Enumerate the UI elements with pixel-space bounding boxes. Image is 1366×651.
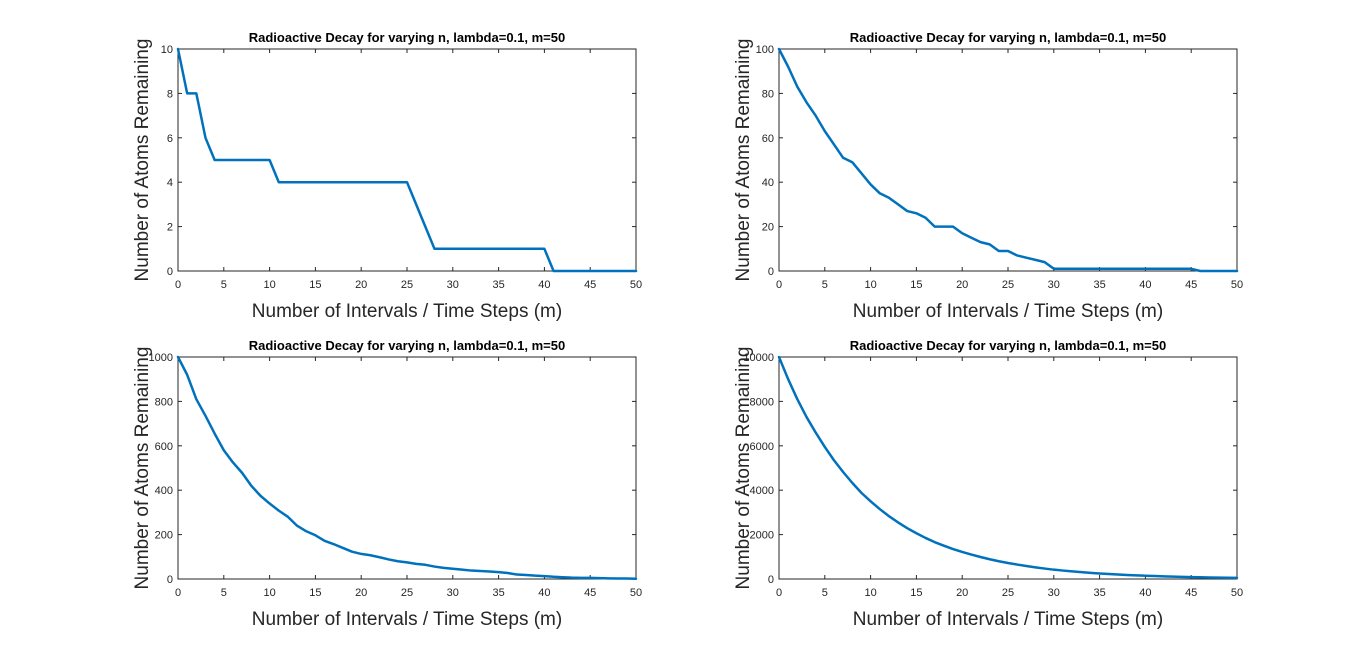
x-tick-label: 25 — [1002, 587, 1014, 599]
x-tick-label: 20 — [355, 587, 367, 599]
x-tick-label: 45 — [1185, 587, 1197, 599]
y-tick-label: 400 — [155, 485, 173, 497]
x-tick-label: 0 — [776, 279, 782, 291]
chart-title: Radioactive Decay for varying n, lambda=… — [850, 338, 1166, 353]
x-tick-label: 50 — [1231, 279, 1243, 291]
x-tick-label: 15 — [309, 279, 321, 291]
y-tick-label: 1000 — [149, 352, 173, 364]
x-tick-label: 5 — [822, 279, 828, 291]
y-axis-label: Number of Atoms Remaining — [132, 347, 153, 590]
x-tick-label: 40 — [1139, 587, 1151, 599]
x-tick-label: 40 — [1139, 279, 1151, 291]
subplot-4: 0 5 10 15 20 25 30 35 40 45 50 0 2000 4000 6000 8000 100… — [733, 338, 1243, 630]
y-tick-label: 0 — [167, 574, 173, 586]
y-tick-label: 2 — [167, 222, 173, 234]
y-tick-label: 8 — [167, 88, 173, 100]
axes-box — [778, 48, 1238, 272]
subplot-3: 0 5 10 15 20 25 30 35 40 45 50 0 200 400 600 800 1000 Rad… — [132, 338, 642, 630]
y-tick-label: 100 — [756, 44, 774, 56]
chart-title: Radioactive Decay for varying n, lambda=… — [850, 30, 1166, 45]
x-tick-label: 20 — [956, 587, 968, 599]
x-tick-label: 25 — [1002, 279, 1014, 291]
subplot-2: 0 5 10 15 20 25 30 35 40 45 50 0 20 40 60 80 100 Radioact… — [733, 30, 1243, 322]
y-tick-label: 0 — [768, 266, 774, 278]
x-tick-label: 50 — [630, 279, 642, 291]
y-tick-label: 20 — [762, 222, 774, 234]
x-tick-label: 5 — [822, 587, 828, 599]
x-tick-label: 20 — [956, 279, 968, 291]
x-tick-label: 35 — [492, 587, 504, 599]
x-tick-label: 0 — [776, 587, 782, 599]
x-tick-label: 45 — [584, 587, 596, 599]
x-tick-label: 15 — [910, 279, 922, 291]
axes-box — [778, 356, 1238, 580]
x-tick-label: 10 — [864, 587, 876, 599]
series-line-1 — [777, 355, 1239, 580]
y-tick-label: 10 — [161, 44, 173, 56]
x-tick-label: 25 — [401, 587, 413, 599]
x-axis-label: Number of Intervals / Time Steps (m) — [853, 609, 1163, 630]
y-axis-label: Number of Atoms Remaining — [733, 347, 754, 590]
y-tick-label: 4 — [167, 177, 173, 189]
series-line-1 — [777, 47, 1239, 273]
x-tick-label: 10 — [263, 279, 275, 291]
x-axis-label: Number of Intervals / Time Steps (m) — [853, 301, 1163, 322]
x-tick-label: 30 — [1048, 279, 1060, 291]
y-axis-label: Number of Atoms Remaining — [733, 39, 754, 282]
y-tick-label: 200 — [155, 530, 173, 542]
x-tick-label: 30 — [447, 279, 459, 291]
x-tick-label: 45 — [1185, 279, 1197, 291]
x-tick-label: 15 — [910, 587, 922, 599]
y-tick-label: 60 — [762, 133, 774, 145]
x-tick-label: 40 — [538, 587, 550, 599]
y-tick-label: 0 — [768, 574, 774, 586]
y-tick-label: 6000 — [750, 441, 774, 453]
x-tick-label: 30 — [1048, 587, 1060, 599]
y-tick-label: 800 — [155, 396, 173, 408]
x-tick-label: 50 — [1231, 587, 1243, 599]
chart-title: Radioactive Decay for varying n, lambda=… — [249, 30, 565, 45]
x-tick-label: 0 — [175, 279, 181, 291]
x-tick-label: 40 — [538, 279, 550, 291]
axes-box — [177, 356, 637, 580]
y-tick-label: 8000 — [750, 396, 774, 408]
y-tick-label: 6 — [167, 133, 173, 145]
x-tick-label: 20 — [355, 279, 367, 291]
y-tick-label: 10000 — [743, 352, 774, 364]
series-line-1 — [176, 355, 638, 581]
x-tick-label: 35 — [1093, 587, 1105, 599]
x-tick-label: 50 — [630, 587, 642, 599]
x-axis-label: Number of Intervals / Time Steps (m) — [252, 609, 562, 630]
chart-title: Radioactive Decay for varying n, lambda=… — [249, 338, 565, 353]
y-tick-label: 0 — [167, 266, 173, 278]
x-tick-label: 30 — [447, 587, 459, 599]
y-tick-label: 40 — [762, 177, 774, 189]
y-tick-label: 80 — [762, 88, 774, 100]
subplot-1: 0 5 10 15 20 25 30 35 40 45 50 0 2 4 6 8 10 Radioactive D… — [132, 30, 642, 322]
x-tick-label: 10 — [263, 587, 275, 599]
x-tick-label: 15 — [309, 587, 321, 599]
x-tick-label: 45 — [584, 279, 596, 291]
x-tick-label: 5 — [221, 279, 227, 291]
y-tick-label: 4000 — [750, 485, 774, 497]
y-axis-label: Number of Atoms Remaining — [132, 39, 153, 282]
y-tick-label: 2000 — [750, 530, 774, 542]
x-tick-label: 35 — [492, 279, 504, 291]
series-line-1 — [176, 47, 638, 273]
y-tick-label: 600 — [155, 441, 173, 453]
x-tick-label: 10 — [864, 279, 876, 291]
x-tick-label: 35 — [1093, 279, 1105, 291]
x-tick-label: 0 — [175, 587, 181, 599]
x-tick-label: 5 — [221, 587, 227, 599]
x-tick-label: 25 — [401, 279, 413, 291]
x-axis-label: Number of Intervals / Time Steps (m) — [252, 301, 562, 322]
